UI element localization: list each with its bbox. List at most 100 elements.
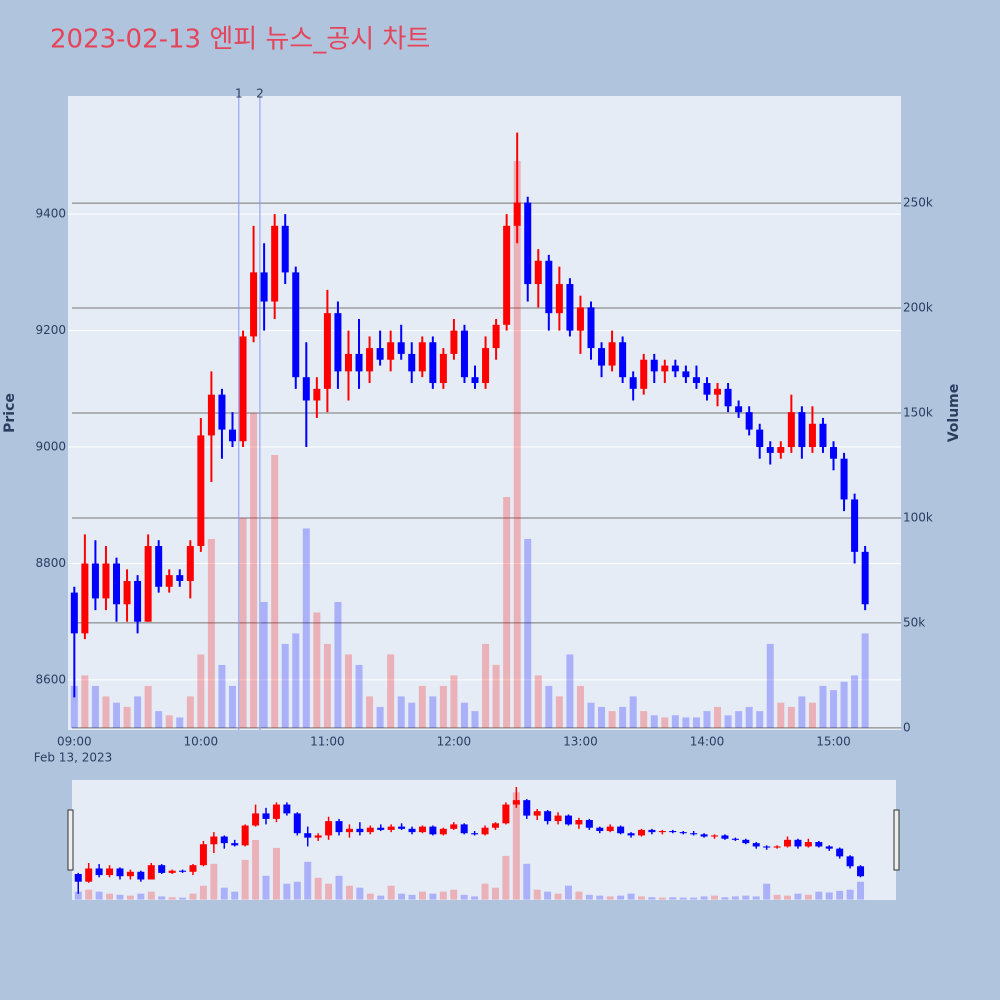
volume-bar <box>81 675 89 728</box>
mini-volume-bar <box>658 897 666 900</box>
candle-body <box>840 458 848 500</box>
mini-volume-bar <box>106 893 114 900</box>
mini-volume-bar <box>189 893 197 900</box>
volume-bar <box>534 675 542 728</box>
mini-volume-bar <box>731 896 739 900</box>
volume-bar <box>830 690 838 728</box>
mini-volume-bar <box>815 891 823 900</box>
mini-volume-bar <box>283 883 291 900</box>
candle-body <box>471 377 479 384</box>
mini-volume-bar <box>418 891 426 900</box>
volume-bar <box>91 685 99 728</box>
range-handle[interactable] <box>67 809 74 871</box>
volume-bar <box>555 696 563 728</box>
mini-volume-bar <box>450 889 458 900</box>
mini-volume-bar <box>606 896 614 900</box>
mini-volume-bar <box>491 887 499 900</box>
candle-body <box>629 377 637 389</box>
mini-candle-body <box>335 821 343 833</box>
candle-body <box>123 580 131 605</box>
mini-volume-bar <box>356 887 364 900</box>
volume-bar <box>102 696 110 728</box>
mini-candle-body <box>85 868 93 882</box>
mini-candle-body <box>481 827 489 835</box>
mini-candle-body <box>784 839 792 847</box>
mini-volume-bar <box>231 891 239 900</box>
volume-bar <box>492 664 500 728</box>
y2-tick-label: 250k <box>903 196 933 210</box>
mini-candle-body <box>147 865 155 880</box>
volume-bar <box>735 711 743 728</box>
mini-candle-body <box>95 868 103 876</box>
mini-candle-body <box>637 829 645 836</box>
candle-body <box>81 563 89 634</box>
mini-candle-body <box>366 827 374 833</box>
mini-volume-bar <box>272 847 280 900</box>
mini-candle-body <box>763 846 771 848</box>
volume-bar <box>703 711 711 728</box>
volume-bar <box>714 706 722 728</box>
candle-body <box>344 353 352 372</box>
volume-bar <box>724 715 732 728</box>
candle-body <box>376 348 384 360</box>
candle-body <box>186 546 194 581</box>
mini-volume-bar <box>679 897 687 900</box>
mini-candle-body <box>345 828 353 833</box>
candle-body <box>830 447 838 459</box>
volume-bar <box>144 685 152 728</box>
mini-candle-body <box>210 836 218 845</box>
candle-body <box>671 365 679 372</box>
candle-body <box>281 225 289 273</box>
candle-body <box>334 313 342 372</box>
mini-volume-bar <box>293 881 301 900</box>
mini-volume-bar <box>544 891 552 900</box>
candle-body <box>724 388 732 407</box>
candle-body <box>692 377 700 384</box>
mini-candle-body <box>304 833 312 838</box>
mini-volume-bar <box>857 881 865 900</box>
candle-body <box>555 284 563 314</box>
mini-candle-body <box>502 804 510 824</box>
mini-volume-bar <box>669 897 677 900</box>
mini-candle-body <box>398 826 406 829</box>
mini-volume-bar <box>585 894 593 900</box>
mini-volume-bar <box>742 895 750 900</box>
mini-volume-bar <box>794 893 802 900</box>
mini-volume-bar <box>763 883 771 900</box>
mini-candle-body <box>836 848 844 857</box>
candle-body <box>302 377 310 401</box>
candle-body <box>218 394 226 430</box>
volume-bar <box>292 633 300 728</box>
mini-volume-bar <box>533 889 541 900</box>
mini-candle-body <box>794 839 802 847</box>
volume-bar <box>250 413 258 728</box>
volume-bar <box>323 643 331 728</box>
candle-body <box>292 272 300 378</box>
mini-volume-bar <box>158 896 166 900</box>
volume-bar <box>692 717 700 728</box>
mini-candle-body <box>241 825 249 846</box>
volume-bar <box>471 711 479 728</box>
mini-candle-body <box>262 813 270 819</box>
mini-volume-bar <box>564 885 572 900</box>
volume-bar <box>113 702 121 728</box>
candle-body <box>650 359 658 372</box>
mini-candle-body <box>585 820 593 828</box>
mini-volume-bar <box>137 893 145 900</box>
candle-body <box>524 202 532 285</box>
volume-bar <box>397 696 405 728</box>
volume-bar <box>608 711 616 728</box>
mini-candle-body <box>137 871 145 880</box>
volume-bar <box>228 685 236 728</box>
range-handle[interactable] <box>893 809 900 871</box>
mini-volume-bar <box>752 896 760 900</box>
candle-body <box>745 412 753 430</box>
mini-volume-bar <box>366 893 374 900</box>
mini-candle-body <box>272 804 280 819</box>
candle-body <box>777 447 785 453</box>
mini-volume-bar <box>627 893 635 900</box>
mini-volume-bar <box>460 894 468 900</box>
volume-bar <box>281 643 289 728</box>
volume-bar <box>155 711 163 728</box>
candle-body <box>619 342 627 378</box>
